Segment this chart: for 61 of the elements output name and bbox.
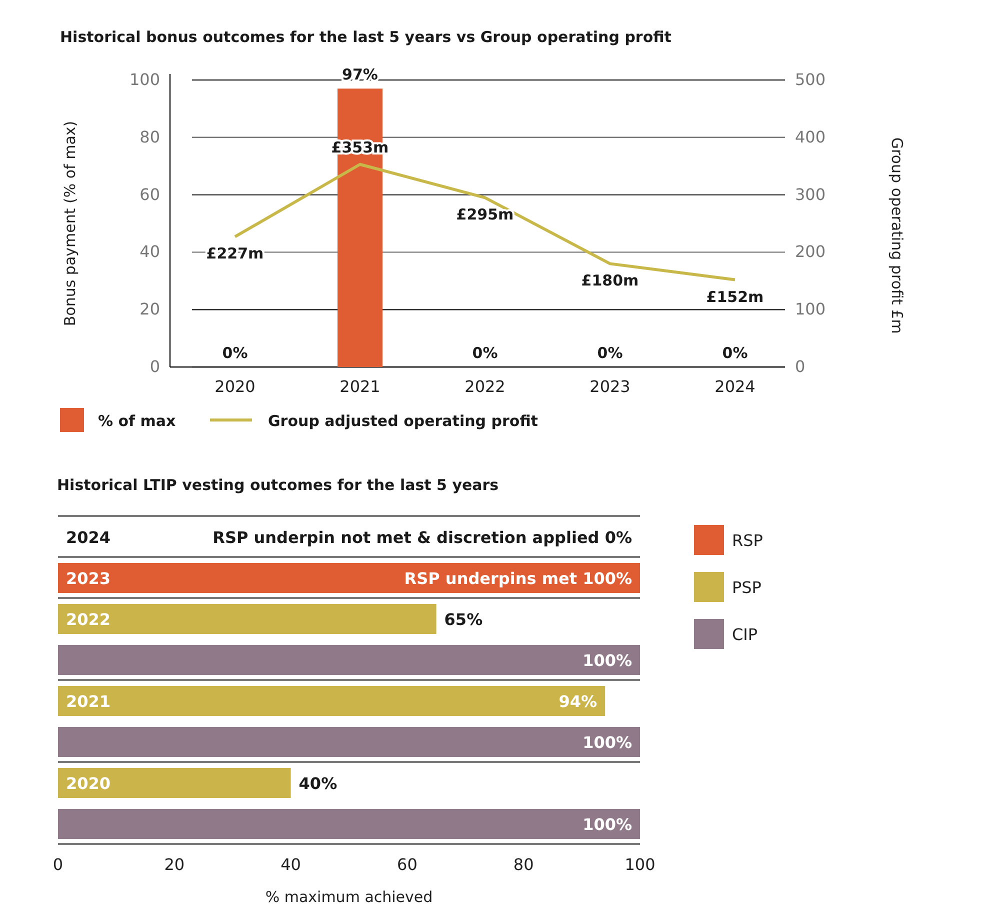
- x-tick-label: 2023: [590, 377, 630, 396]
- y-tick-label: 60: [140, 184, 160, 204]
- bar: [58, 645, 640, 675]
- y-tick-label: 2020: [66, 774, 111, 793]
- y-tick-label: 0: [150, 357, 160, 376]
- x-tick-label: 2024: [714, 377, 756, 396]
- y-axis-title: Bonus payment (% of max): [61, 120, 79, 326]
- y2-tick-label: 100: [795, 300, 826, 319]
- data-label: 40%: [298, 774, 338, 793]
- x-tick-label: 40: [280, 855, 301, 874]
- data-label: 97%: [342, 66, 378, 84]
- data-label: £295m: [456, 206, 514, 224]
- data-label: 0%: [472, 344, 498, 362]
- data-label: £180m: [581, 272, 639, 290]
- data-label: 100%: [582, 815, 632, 834]
- data-label: RSP underpins met 100%: [404, 569, 632, 588]
- bar: [58, 686, 606, 716]
- bar: [58, 809, 640, 839]
- data-label: 100%: [582, 733, 632, 752]
- y-tick-label: 40: [140, 242, 160, 262]
- x-axis-title: % maximum achieved: [265, 888, 433, 906]
- data-label: 94%: [558, 692, 598, 711]
- x-tick-label: 2021: [340, 377, 380, 396]
- x-tick-label: 100: [624, 855, 656, 874]
- x-tick-label: 2022: [464, 377, 506, 396]
- data-label: 0%: [722, 344, 748, 362]
- y-tick-label: 100: [129, 70, 160, 89]
- y-tick-label: 20: [140, 300, 160, 319]
- legend-label: % of max: [98, 412, 176, 430]
- x-tick-label: 20: [164, 855, 185, 874]
- bar: [58, 768, 291, 798]
- x-tick-label: 80: [513, 855, 534, 874]
- bar: [58, 727, 640, 757]
- legend-label: Group adjusted operating profit: [268, 412, 538, 430]
- x-tick-label: 0: [52, 855, 64, 874]
- x-tick-label: 2020: [214, 377, 256, 396]
- y2-tick-label: 300: [795, 184, 826, 204]
- data-label: 100%: [582, 651, 632, 670]
- y2-axis-title: Group operating profit £m: [888, 137, 906, 334]
- y-tick-label: 2023: [66, 569, 111, 588]
- data-label: 0%: [597, 344, 623, 362]
- y2-tick-label: 400: [795, 127, 826, 146]
- chart-title: Historical LTIP vesting outcomes for the last 5 years: [57, 476, 499, 494]
- y-tick-label: 2022: [66, 610, 111, 629]
- y-tick-label: 2021: [66, 692, 111, 711]
- data-label: RSP underpin not met & discretion applied 0%: [212, 528, 632, 547]
- y2-tick-label: 500: [795, 70, 826, 89]
- data-label: 65%: [444, 610, 483, 629]
- y-tick-label: 2024: [66, 528, 111, 547]
- legend-label: PSP: [732, 578, 762, 597]
- data-label: £152m: [706, 288, 764, 306]
- bar: [58, 563, 640, 593]
- y2-tick-label: 200: [795, 242, 826, 262]
- chart-title: Historical bonus outcomes for the last 5 years vs Group operating profit: [60, 28, 672, 46]
- data-label: 0%: [222, 344, 248, 362]
- y-tick-label: 80: [140, 127, 160, 146]
- bar: [58, 604, 436, 634]
- x-tick-label: 60: [397, 855, 418, 874]
- y2-tick-label: 0: [795, 357, 806, 376]
- legend-label: CIP: [732, 625, 758, 644]
- legend-label: RSP: [732, 531, 764, 550]
